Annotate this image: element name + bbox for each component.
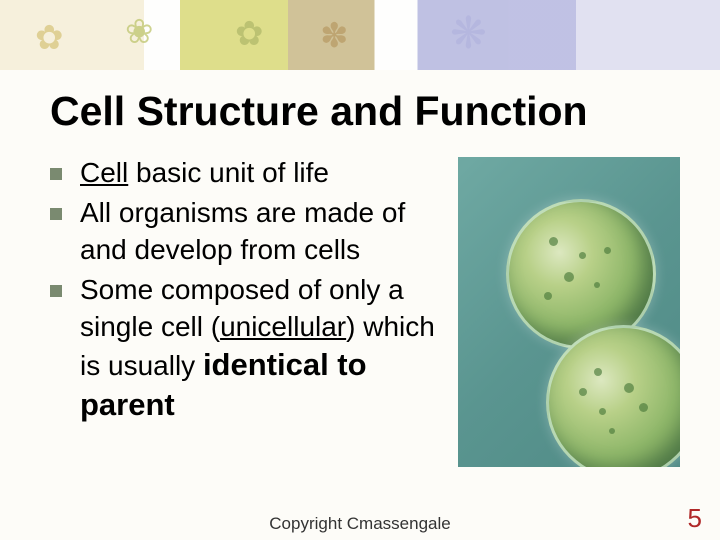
list-item: Cell basic unit of life (50, 155, 450, 191)
text-segment: All organisms are made of and develop fr… (80, 197, 405, 264)
bullet-marker-icon (50, 168, 62, 180)
underlined-term: Cell (80, 157, 128, 188)
flower-icon: ❋ (450, 8, 487, 59)
list-item: Some composed of only a single cell (uni… (50, 272, 450, 425)
underlined-term: unicellular (220, 311, 346, 342)
slide-footer: Copyright Cmassengale 5 (0, 514, 720, 534)
leaf-icon: ✿ (235, 14, 264, 54)
bullet-text: Cell basic unit of life (80, 155, 329, 191)
leaf-icon: ✽ (320, 16, 349, 56)
bullet-list: Cell basic unit of life All organisms ar… (50, 155, 458, 467)
bullet-marker-icon (50, 285, 62, 297)
bullet-text: Some composed of only a single cell (uni… (80, 272, 450, 425)
leaf-icon: ✿ (35, 18, 64, 58)
copyright-text: Copyright Cmassengale (0, 514, 720, 534)
bullet-marker-icon (50, 208, 62, 220)
decorative-banner: ✿ ❀ ✿ ✽ ❋ (0, 0, 720, 70)
list-item: All organisms are made of and develop fr… (50, 195, 450, 268)
leaf-icon: ❀ (125, 12, 154, 52)
page-number: 5 (688, 503, 702, 534)
slide-content: Cell Structure and Function Cell basic u… (0, 70, 720, 467)
bullet-text: All organisms are made of and develop fr… (80, 195, 450, 268)
slide-title: Cell Structure and Function (50, 88, 680, 135)
text-segment: basic unit of life (128, 157, 329, 188)
cell-image (458, 157, 680, 467)
